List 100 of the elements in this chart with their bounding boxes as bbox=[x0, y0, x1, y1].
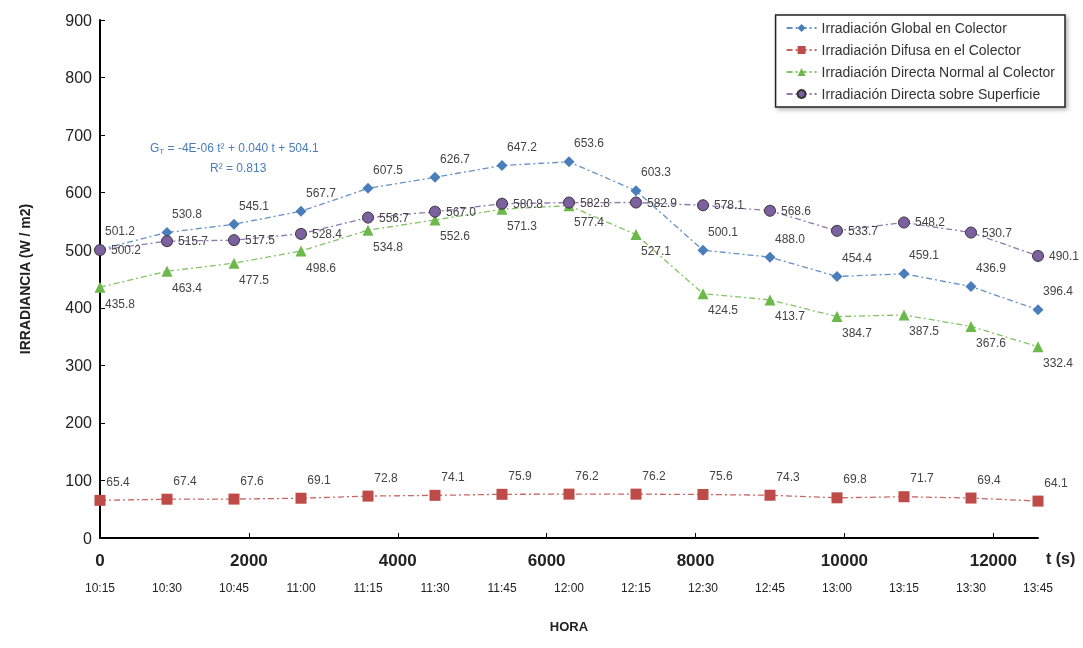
data-label: 69.8 bbox=[843, 472, 867, 487]
y-tick-label: 800 bbox=[65, 69, 93, 87]
data-label: 517.5 bbox=[245, 233, 276, 248]
x2-tick-label: 13:00 bbox=[821, 581, 853, 595]
legend-label: Irradiación Directa Normal al Colector bbox=[821, 64, 1056, 80]
data-label: 582.8 bbox=[580, 195, 611, 210]
annotation: R² = 0.813 bbox=[210, 161, 267, 175]
data-label: 582.9 bbox=[647, 195, 678, 210]
data-label: 568.6 bbox=[781, 203, 812, 218]
data-label: 396.4 bbox=[1042, 284, 1074, 299]
data-label: 424.5 bbox=[707, 303, 739, 318]
data-label: 69.1 bbox=[307, 472, 331, 487]
data-label: 571.3 bbox=[506, 218, 538, 233]
data-label: 515.7 bbox=[178, 234, 209, 249]
x2-tick-label: 10:45 bbox=[218, 581, 250, 595]
data-label: 71.7 bbox=[910, 471, 934, 486]
data-label: 490.1 bbox=[1049, 248, 1080, 263]
data-label: 545.1 bbox=[238, 198, 270, 213]
data-label: 367.6 bbox=[975, 335, 1007, 350]
x2-tick-label: 13:15 bbox=[888, 581, 920, 595]
data-label: 500.1 bbox=[707, 224, 739, 239]
x-tick-label: 10000 bbox=[820, 551, 869, 570]
data-label: 530.8 bbox=[171, 207, 203, 221]
data-label: 413.7 bbox=[774, 309, 806, 324]
legend-label: Irradiación Global en Colector bbox=[821, 20, 1008, 36]
x2-tick-label: 11:30 bbox=[420, 581, 450, 595]
legend-label: Irradiación Directa sobre Superficie bbox=[821, 86, 1041, 102]
x2-tick-label: 12:15 bbox=[620, 581, 652, 595]
x2-tick-label: 12:30 bbox=[687, 581, 719, 595]
y-tick-label: 100 bbox=[65, 471, 93, 489]
data-label: 653.6 bbox=[573, 136, 605, 151]
y-tick-label: 200 bbox=[65, 414, 93, 432]
x-tick-label: 0 bbox=[95, 551, 105, 570]
data-label: 498.6 bbox=[305, 260, 337, 275]
x-tick-label: 12000 bbox=[969, 551, 1017, 570]
data-label: 69.4 bbox=[977, 472, 1001, 487]
data-label: 384.7 bbox=[841, 326, 873, 341]
data-label: 436.9 bbox=[975, 261, 1007, 276]
data-label: 454.4 bbox=[841, 250, 873, 265]
data-label: 567.0 bbox=[446, 204, 477, 219]
x2-tick-label: 10:15 bbox=[84, 581, 116, 595]
data-label: 607.5 bbox=[372, 162, 404, 177]
x2-tick-label: 13:30 bbox=[955, 581, 987, 595]
data-label: 477.5 bbox=[238, 272, 270, 287]
data-label: 528.4 bbox=[312, 226, 343, 241]
y-tick-label: 700 bbox=[65, 126, 93, 144]
data-label: 567.7 bbox=[305, 185, 337, 200]
data-label: 527.1 bbox=[640, 244, 672, 259]
data-label: 556.7 bbox=[379, 210, 410, 225]
x-axis-title: t (s) bbox=[1046, 549, 1076, 567]
data-label: 75.6 bbox=[709, 468, 733, 483]
y-tick-label: 400 bbox=[65, 299, 93, 317]
x-tick-label: 4000 bbox=[378, 551, 417, 570]
data-label: 76.2 bbox=[642, 468, 666, 483]
y-axis-title: IRRADIANCIA (W / m2) bbox=[17, 203, 33, 355]
data-label: 74.3 bbox=[776, 469, 800, 484]
data-label: 67.4 bbox=[173, 473, 197, 488]
data-label: 332.4 bbox=[1042, 356, 1074, 371]
x2-tick-label: 12:00 bbox=[553, 581, 585, 595]
data-label: 603.3 bbox=[640, 165, 672, 180]
x2-tick-label: 12:45 bbox=[754, 581, 786, 595]
data-label: 552.6 bbox=[439, 229, 471, 244]
data-label: 459.1 bbox=[908, 248, 940, 263]
data-label: 580.8 bbox=[513, 196, 544, 211]
data-label: 534.8 bbox=[372, 239, 404, 254]
x-tick-label: 6000 bbox=[527, 551, 566, 570]
y-tick-label: 0 bbox=[83, 529, 93, 547]
data-label: 577.4 bbox=[573, 215, 605, 230]
x2-axis-title: HORA bbox=[549, 619, 589, 634]
y-tick-label: 500 bbox=[65, 241, 93, 259]
x-tick-label: 8000 bbox=[676, 551, 715, 570]
y-tick-label: 300 bbox=[65, 356, 93, 374]
data-label: 463.4 bbox=[171, 280, 203, 295]
data-label: 530.7 bbox=[982, 225, 1013, 240]
data-label: 387.5 bbox=[908, 324, 940, 339]
x2-tick-label: 10:30 bbox=[151, 581, 183, 595]
x-tick-label: 2000 bbox=[229, 551, 268, 570]
data-label: 76.2 bbox=[575, 468, 599, 483]
y-tick-label: 600 bbox=[65, 184, 93, 202]
data-label: 488.0 bbox=[774, 231, 806, 246]
data-label: 65.4 bbox=[106, 474, 130, 489]
data-label: 647.2 bbox=[506, 140, 538, 154]
data-label: 626.7 bbox=[439, 151, 471, 166]
data-label: 74.1 bbox=[441, 469, 465, 484]
y-tick-label: 900 bbox=[65, 11, 93, 29]
data-label: 533.7 bbox=[848, 223, 879, 238]
x2-tick-label: 11:45 bbox=[487, 581, 517, 595]
data-label: 500.2 bbox=[111, 243, 142, 258]
x2-tick-label: 11:00 bbox=[286, 581, 316, 595]
data-label: 67.6 bbox=[240, 473, 264, 488]
data-label: 75.9 bbox=[508, 468, 532, 483]
data-label: 435.8 bbox=[104, 296, 136, 311]
data-label: 64.1 bbox=[1044, 475, 1068, 490]
legend-label: Irradiación Difusa en el Colector bbox=[821, 42, 1022, 58]
data-label: 501.2 bbox=[104, 224, 136, 239]
data-label: 548.2 bbox=[915, 215, 946, 230]
x2-tick-label: 11:15 bbox=[353, 581, 383, 595]
x2-tick-label: 13:45 bbox=[1022, 581, 1054, 595]
data-label: 72.8 bbox=[374, 470, 398, 485]
data-label: 578.1 bbox=[714, 198, 745, 213]
